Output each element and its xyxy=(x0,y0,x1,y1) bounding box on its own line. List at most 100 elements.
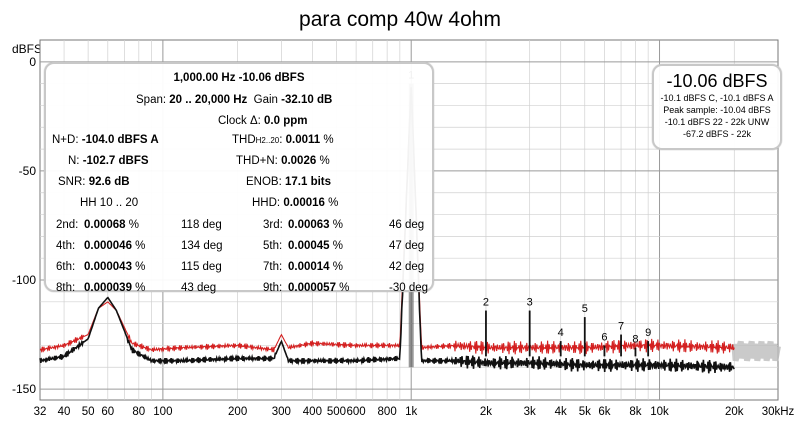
harmonic-label: 8th: xyxy=(56,282,75,294)
span-value: 20 .. 20,000 Hz xyxy=(169,94,248,106)
x-tick-label: 6k xyxy=(598,406,610,418)
noise-label: N: xyxy=(68,155,80,167)
hhd-value: 0.00016 xyxy=(283,197,325,209)
y-tick-label: -50 xyxy=(19,164,37,178)
pct-unit: % xyxy=(332,219,344,231)
harmonic-value: 0.000046 % xyxy=(84,240,145,252)
harmonic-label: 8 xyxy=(632,334,638,346)
harmonic-value-text: 0.000057 xyxy=(288,282,336,294)
harmonic-phase: 47 deg xyxy=(389,240,424,252)
harmonic-value: 0.00014 % xyxy=(288,261,343,273)
enob-label: ENOB: xyxy=(246,176,282,188)
x-tick-label: 10k xyxy=(650,406,669,418)
measurement-panel[interactable]: 1,000.00 Hz -10.06 dBFS Span: 20 .. 20,0… xyxy=(44,62,434,294)
thd-label: THD xyxy=(232,134,256,146)
harmonic-label-text: 9th: xyxy=(263,282,283,294)
hhd-label: HHD: xyxy=(252,197,281,209)
chart-title: para comp 40w 4ohm xyxy=(299,8,501,31)
harmonic-phase: 43 deg xyxy=(181,282,216,294)
out-of-band-trace xyxy=(731,340,781,362)
harmonic-phase-text: 115 deg xyxy=(181,261,222,273)
thd-range: H2..20 xyxy=(255,136,280,145)
x-tick-label: 800 xyxy=(378,406,397,418)
x-tick-label: 500 xyxy=(327,406,346,418)
thd-value: 0.0011 xyxy=(285,134,321,146)
span-label: Span: xyxy=(136,94,167,106)
harmonic-label: 3 xyxy=(527,297,533,309)
x-tick-label: 20k xyxy=(725,406,744,418)
harmonic-label: 5 xyxy=(582,303,588,315)
harmonic-label-text: 4th: xyxy=(56,240,76,252)
enob-value: 17.1 bits xyxy=(285,176,332,188)
harmonic-label: 2 xyxy=(483,297,489,309)
x-tick-label: 8k xyxy=(629,406,641,418)
harmonic-value-text: 0.000039 xyxy=(84,282,132,294)
peak-22k-line: -67.2 dBFS - 22k xyxy=(682,129,752,139)
nd-label: N+D: xyxy=(52,134,79,146)
y-tick-label: -150 xyxy=(12,382,36,396)
peak-level-value: -10.06 dBFS xyxy=(666,71,768,91)
x-tick-label: 100 xyxy=(153,406,172,418)
fundamental-readout: 1,000.00 Hz -10.06 dBFS xyxy=(173,72,305,84)
spectrum-trace xyxy=(39,87,735,355)
thdn-value: 0.0026 xyxy=(281,155,317,167)
harmonic-phase-text: 43 deg xyxy=(181,282,217,294)
x-tick-label: 50 xyxy=(82,406,95,418)
harmonic-phase-text: 134 deg xyxy=(181,240,223,252)
x-tick-label: 3k xyxy=(524,406,536,418)
harmonic-value: 0.000043 % xyxy=(84,261,145,273)
pct-unit: % xyxy=(135,261,146,273)
harmonic-value-text: 0.00045 xyxy=(288,240,330,252)
x-tick-label: 4k xyxy=(555,406,567,418)
harmonic-label-text: 5th: xyxy=(263,240,283,252)
gain-label: Gain xyxy=(253,94,278,106)
snr-readout: SNR: 92.6 dB xyxy=(58,176,130,188)
thdn-readout: THD+N: 0.0026 % xyxy=(236,155,330,167)
x-tick-label: 60 xyxy=(101,406,114,418)
pct-unit: % xyxy=(332,240,344,252)
harmonic-value: 0.000039 % xyxy=(84,282,145,294)
harmonic-label: 5th: xyxy=(263,240,282,252)
harmonic-phase-text: -30 deg xyxy=(389,282,429,294)
harmonic-label: 4 xyxy=(558,327,564,339)
pct-unit: % xyxy=(328,197,339,209)
harmonic-phase-text: 42 deg xyxy=(389,261,425,273)
spectrum-trace xyxy=(39,87,735,374)
x-tick-label: 400 xyxy=(303,406,322,418)
harmonic-value-text: 0.00068 xyxy=(84,219,126,231)
thdn-label: THD+N: xyxy=(236,155,278,167)
harmonic-phase-text: 47 deg xyxy=(389,240,425,252)
enob-readout: ENOB: 17.1 bits xyxy=(246,176,331,188)
thd-readout: THDH2..20: 0.0011 % xyxy=(232,134,334,146)
harmonic-value-text: 0.00014 xyxy=(288,261,330,273)
x-tick-label: 2k xyxy=(480,406,492,418)
x-tick-label: 200 xyxy=(228,406,247,418)
harmonic-label-text: 8th: xyxy=(56,282,76,294)
harmonic-value: 0.00068 % xyxy=(84,219,139,231)
x-tick-label: 40 xyxy=(58,406,71,418)
harmonic-label: 6th: xyxy=(56,261,75,273)
nd-value: -104.0 dBFS A xyxy=(81,134,159,146)
x-tick-label: 300 xyxy=(272,406,291,418)
harmonic-label: 4th: xyxy=(56,240,75,252)
clock-value: 0.0 ppm xyxy=(264,115,308,127)
harmonic-label: 7 xyxy=(618,321,624,333)
harmonic-phase: 134 deg xyxy=(181,240,223,252)
harmonic-label: 9 xyxy=(645,327,651,339)
x-tick-label: 600 xyxy=(347,406,366,418)
harmonic-value: 0.00063 % xyxy=(288,219,343,231)
pct-unit: % xyxy=(135,282,146,294)
harmonic-value: 0.00045 % xyxy=(288,240,343,252)
harmonic-label-text: 2nd: xyxy=(56,219,79,231)
nd-readout: N+D: -104.0 dBFS A xyxy=(52,134,159,146)
x-tick-label: 80 xyxy=(132,406,145,418)
x-tick-label: 30kHz xyxy=(762,406,795,418)
harmonic-label: 9th: xyxy=(263,282,282,294)
hhd-readout: HHD: 0.00016 % xyxy=(252,197,338,209)
peak-level-panel[interactable]: -10.06 dBFS -10.1 dBFS C, -10.1 dBFS A P… xyxy=(652,64,782,150)
peak-sample-line: Peak sample: -10.04 dBFS xyxy=(663,105,771,115)
y-tick-label: 0 xyxy=(29,55,36,69)
harmonic-label: 6 xyxy=(601,331,607,343)
harmonic-label: 3rd: xyxy=(263,219,283,231)
harmonic-label: 7th: xyxy=(263,261,282,273)
